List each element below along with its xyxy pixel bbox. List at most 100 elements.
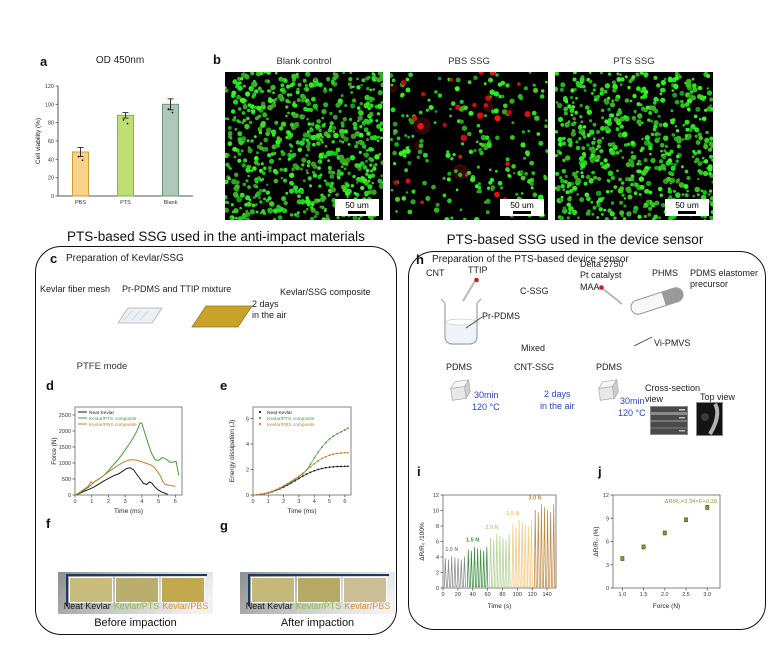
svg-text:Cell viability (%): Cell viability (%)	[35, 118, 42, 164]
phms-label: PHMS	[652, 268, 679, 278]
svg-text:20: 20	[455, 592, 461, 598]
svg-text:1.0 N: 1.0 N	[445, 547, 458, 553]
label-kevlar-pts: Kevlar/PTS	[113, 601, 160, 611]
svg-text:0: 0	[246, 493, 249, 499]
section-title-device-sensor: PTS-based SSG used in the device sensor	[446, 232, 704, 247]
svg-text:120: 120	[45, 84, 54, 90]
svg-text:2: 2	[246, 467, 249, 473]
svg-text:8: 8	[436, 524, 439, 530]
kevlar-ssg-composite-sheet	[191, 305, 253, 328]
scale-bar-line	[348, 210, 366, 214]
svg-text:2: 2	[282, 499, 285, 505]
vi-pmvs-label: Vi-PMVS	[654, 338, 691, 348]
ptfe-mode-title: PTFE mode	[76, 361, 128, 372]
svg-text:0: 0	[251, 499, 254, 505]
pr-pdms-label: Pr-PDMS	[482, 311, 520, 321]
svg-text:0: 0	[606, 586, 609, 592]
scale-bar-label: 50 um	[675, 200, 699, 211]
device-sensor-section-box	[408, 251, 766, 630]
svg-text:Kevlar/PTS composite: Kevlar/PTS composite	[267, 416, 315, 422]
panel-f-label: f	[46, 516, 51, 531]
svg-text:40: 40	[48, 157, 54, 163]
maa-label: MAA	[580, 282, 600, 292]
label-kevlar-pts: Kevlar/PTS	[295, 601, 342, 611]
pt-catalyst-label: Pt catalyst	[580, 270, 622, 280]
micro-image-pbs-ssg: 50 um	[390, 72, 548, 220]
svg-text:Time (s): Time (s)	[488, 603, 512, 610]
svg-text:80: 80	[499, 592, 505, 598]
c-ssg-label: C-SSG	[520, 286, 549, 296]
svg-text:Force (N): Force (N)	[653, 603, 680, 610]
pdms-elastomer-label-1: PDMS elastomer	[690, 268, 759, 278]
svg-text:100: 100	[45, 102, 54, 108]
swatch-kevlar-pbs-before	[161, 577, 205, 603]
svg-text:Blank: Blank	[164, 200, 178, 206]
svg-text:2.0 N: 2.0 N	[485, 525, 498, 531]
sample-labels-after: Neat Kevlar Kevlar/PTS Kevlar/PBS	[238, 601, 398, 611]
condition-line2: in the air	[252, 310, 287, 320]
line-chart-force: 0 500 1000 1500 2000 2500 0 1 2 3 4 5 6 Time (ms) Forc…	[51, 406, 183, 515]
svg-text:2: 2	[436, 571, 439, 577]
caption-after-impaction: After impaction	[280, 617, 355, 629]
panel-b-label: b	[213, 52, 221, 67]
svg-text:12: 12	[433, 493, 439, 499]
micro-image-blank-control: 50 um	[225, 72, 383, 220]
svg-text:6: 6	[343, 499, 346, 505]
swatch-neat-kevlar-before	[69, 577, 113, 603]
svg-text:1500: 1500	[59, 445, 71, 451]
caption-before-impaction: Before impaction	[94, 617, 177, 629]
pdms-cube-icon-right	[597, 378, 619, 401]
pdms-left-label: PDMS	[446, 362, 473, 372]
svg-text:ΔR/R₀ (%): ΔR/R₀ (%)	[593, 526, 600, 556]
top-view-label: Top view	[700, 392, 736, 402]
top-view-streak	[701, 402, 720, 436]
cure2-line1: 30min	[620, 396, 645, 406]
svg-text:0: 0	[73, 499, 76, 505]
svg-text:5: 5	[328, 499, 331, 505]
svg-text:2.5: 2.5	[682, 592, 690, 598]
photo-frame-left	[248, 574, 250, 606]
svg-text:60: 60	[485, 592, 491, 598]
pdms-elastomer-label-2: precursor	[690, 279, 729, 289]
svg-text:Time (ms): Time (ms)	[287, 508, 316, 515]
mixed-label: Mixed	[521, 343, 546, 353]
cross-section-label-2: view	[645, 394, 664, 404]
svg-text:1: 1	[90, 499, 93, 505]
cross-section-sem-image	[650, 406, 688, 435]
condition-line1: 2 days	[252, 299, 279, 309]
svg-text:0: 0	[68, 493, 71, 499]
svg-text:4: 4	[140, 499, 143, 505]
svg-text:ΔR/R₀=3.34×F+0.39: ΔR/R₀=3.34×F+0.39	[664, 499, 717, 505]
svg-text:Time (ms): Time (ms)	[114, 508, 143, 515]
mixture-label: Pr-PDMS and TTIP mixture	[122, 284, 232, 294]
label-neat-kevlar: Neat Kevlar	[245, 601, 293, 611]
svg-text:Kevlar/PBS composite: Kevlar/PBS composite	[89, 422, 137, 428]
scatter-chart-force-response: 0 3 6 9 12 1.0 1.5 2.0 2.5 3.0 Force (N) ΔR/R₀ (%) Δ…	[593, 493, 721, 610]
svg-text:3: 3	[606, 563, 609, 569]
scale-bar-line	[678, 210, 696, 214]
svg-text:12: 12	[603, 493, 609, 499]
composite-label: Kevlar/SSG composite	[280, 287, 371, 297]
svg-text:0: 0	[51, 194, 54, 200]
svg-text:2000: 2000	[59, 429, 71, 435]
cure1-line1: 30min	[474, 390, 499, 400]
line-chart-energy-dissipation: 0 2 4 6 0 1 2 3 4 5 6 Time (ms) Energy dissipation (…	[229, 406, 352, 515]
photo-frame-left	[66, 574, 68, 606]
air-line2: in the air	[540, 401, 575, 411]
svg-text:20: 20	[48, 176, 54, 182]
svg-text:6: 6	[246, 416, 249, 422]
svg-text:0: 0	[441, 592, 444, 598]
swatch-kevlar-pts-before	[115, 577, 159, 603]
panel-j-label: j	[598, 464, 602, 479]
pdms-cube-icon-left	[449, 378, 471, 401]
svg-text:120: 120	[528, 592, 537, 598]
svg-text:3.0 N: 3.0 N	[528, 496, 541, 502]
svg-text:1.5 N: 1.5 N	[466, 538, 479, 544]
label-kevlar-pbs: Kevlar/PBS	[162, 601, 209, 611]
micro-dots-pts	[555, 72, 713, 220]
svg-text:ΔR/R₀ /100%: ΔR/R₀ /100%	[419, 522, 426, 561]
scale-bar-box: 50 um	[500, 199, 544, 216]
tube-icon	[630, 287, 684, 315]
svg-text:4: 4	[313, 499, 316, 505]
